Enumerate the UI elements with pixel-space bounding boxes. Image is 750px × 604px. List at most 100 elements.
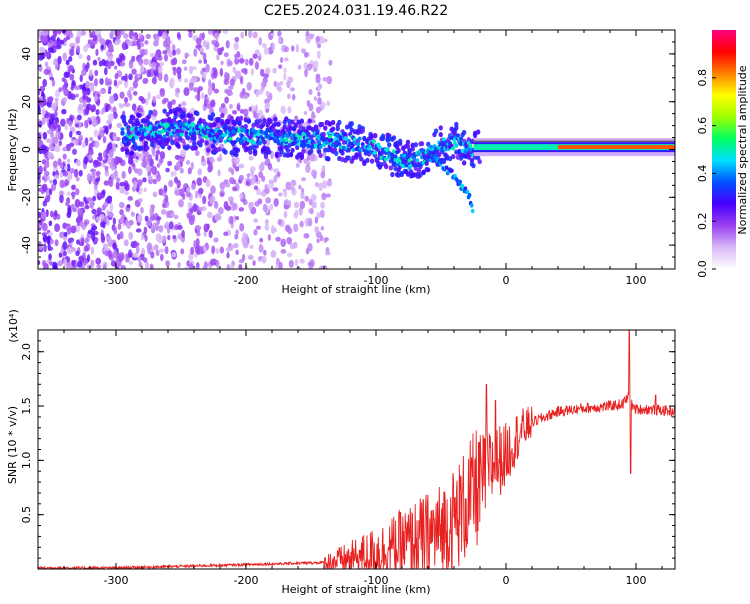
spectrogram-noise-cell <box>137 153 142 158</box>
spectrogram-noise-cell <box>112 242 117 251</box>
spectrogram-noise-cell <box>115 181 120 190</box>
spectrogram-ridge-core <box>460 148 465 153</box>
spectrogram-noise-cell <box>303 233 310 239</box>
spectrogram-ridge-core <box>441 137 446 142</box>
spectrogram-noise-cell <box>202 265 207 269</box>
spectrogram-ridge-halo <box>123 121 128 127</box>
spectrogram-noise-cell <box>254 104 259 114</box>
spectrogram-noise-cell <box>93 78 98 87</box>
spectrogram-noise-cell <box>86 172 92 182</box>
spectrogram-noise-cell <box>258 256 262 262</box>
spectrogram-noise-cell <box>167 160 173 167</box>
spectrogram-noise-cell <box>128 219 134 226</box>
spectrogram-noise-cell <box>84 204 90 210</box>
spectrogram-branch-cell <box>470 208 475 214</box>
spectrogram-noise-cell <box>153 244 159 251</box>
spectrogram-noise-cell <box>59 194 64 204</box>
spectrogram-noise-cell <box>325 193 331 198</box>
spectrogram-noise-cell <box>232 109 238 115</box>
spectrogram-noise-cell <box>74 198 81 208</box>
spectrogram-noise-cell <box>43 163 49 169</box>
spectrogram-noise-cell <box>118 103 123 108</box>
spectrogram-noise-cell <box>161 190 166 197</box>
spectrogram-ridge-core <box>218 129 223 134</box>
spectrogram-ridge-halo <box>192 141 197 147</box>
spectrogram-noise-cell <box>216 156 222 162</box>
spectrogram-noise-cell <box>91 118 98 128</box>
spectrogram-noise-cell <box>224 96 229 104</box>
spectrogram-noise-cell <box>265 197 272 204</box>
spectrogram-noise-cell <box>42 200 48 207</box>
spectrogram-noise-cell <box>137 214 142 223</box>
spectrogram-noise-cell <box>192 87 199 93</box>
spectrogram-noise-cell <box>243 108 249 117</box>
spectrogram-ridge-halo <box>290 147 295 153</box>
spectrogram-noise-cell <box>53 210 58 217</box>
spectrogram-noise-cell <box>89 32 94 38</box>
spectrogram-noise-cell <box>248 201 253 211</box>
spectrogram-noise-cell <box>280 238 287 248</box>
spectrogram-noise-cell <box>181 229 185 238</box>
spectrogram-noise-cell <box>204 98 209 104</box>
spectrogram-noise-cell <box>151 61 157 70</box>
spectrogram-ridge-halo <box>185 144 191 150</box>
spectrogram-ridge-halo <box>262 118 267 124</box>
spectrogram-noise-cell <box>168 221 174 230</box>
spectrogram-noise-cell <box>180 188 185 196</box>
spectrogram-noise-cell <box>137 180 143 187</box>
snr-x-ticks: -300 -200 -100 0 100 <box>37 330 663 587</box>
spectrogram-noise-cell <box>158 225 164 233</box>
spectrogram-ridge-core <box>129 126 134 131</box>
spectrogram-noise-cell <box>138 261 143 268</box>
spectrogram-ridge-halo <box>287 142 292 149</box>
spectrogram-noise-cell <box>101 162 106 168</box>
spectrogram-ridge-halo <box>309 148 314 154</box>
spectrogram-noise-cell <box>66 163 71 172</box>
spectrogram-ridge-halo <box>223 149 228 155</box>
spectrogram-noise-cell <box>285 181 292 191</box>
spectrogram-noise-cell <box>81 68 87 77</box>
spectrogram-noise-cell <box>109 202 114 212</box>
spectrogram-noise-cell <box>258 36 263 46</box>
spectrogram-noise-cell <box>187 30 193 33</box>
spectrogram-ridge-core <box>373 150 378 155</box>
spectrogram-noise-cell <box>325 250 331 256</box>
spectrogram-noise-cell <box>59 179 65 189</box>
spectrogram-noise-cell <box>299 258 306 264</box>
spectrogram-noise-cell <box>270 250 277 258</box>
spectrogram-ridge-halo <box>387 142 392 148</box>
spectrogram-ridge-halo <box>139 145 144 151</box>
spectrogram-ridge-core <box>298 135 303 140</box>
spectrogram-noise-cell <box>73 168 79 178</box>
spectrogram-noise-cell <box>99 213 105 220</box>
spectrogram-ridge-halo <box>405 143 411 150</box>
spectrogram-noise-cell <box>62 96 68 103</box>
spectrogram-ridge-halo <box>318 152 323 159</box>
spectrogram-ridge-halo <box>323 125 328 131</box>
spectrogram-noise-cell <box>74 123 80 128</box>
spectrogram-noise-cell <box>153 40 159 47</box>
spectrogram-noise-cell <box>110 260 117 267</box>
spectrogram-noise-cell <box>156 173 161 182</box>
spectrogram-noise-cell <box>298 184 302 190</box>
spectrogram-noise-cell <box>164 221 169 229</box>
spectrogram-noise-cell <box>124 182 129 190</box>
colorbar-label: Normalized spectral amplitude <box>736 65 749 234</box>
spectrogram-ridge-halo <box>131 115 136 121</box>
spectrogram-noise-cell <box>216 54 220 61</box>
spectrogram-ridge-halo <box>149 142 155 148</box>
spectrogram-noise-cell <box>235 249 239 256</box>
spectrogram-ridge-core <box>184 131 189 136</box>
spectrogram-noise-cell <box>295 162 300 168</box>
spectrogram-noise-cell <box>81 141 86 149</box>
spectrogram-noise-cell <box>250 68 255 76</box>
spectrogram-noise-cell <box>239 75 244 82</box>
spectrogram-noise-cell <box>84 122 89 129</box>
spectrogram-noise-cell <box>293 201 299 209</box>
spectrogram-noise-cell <box>76 45 81 53</box>
spectrogram-noise-cell <box>51 183 56 192</box>
spectrogram-noise-cell <box>314 216 319 224</box>
spectrogram-noise-cell <box>328 59 333 66</box>
spectrogram-noise-cell <box>161 202 167 209</box>
spectrogram-noise-cell <box>78 169 83 177</box>
